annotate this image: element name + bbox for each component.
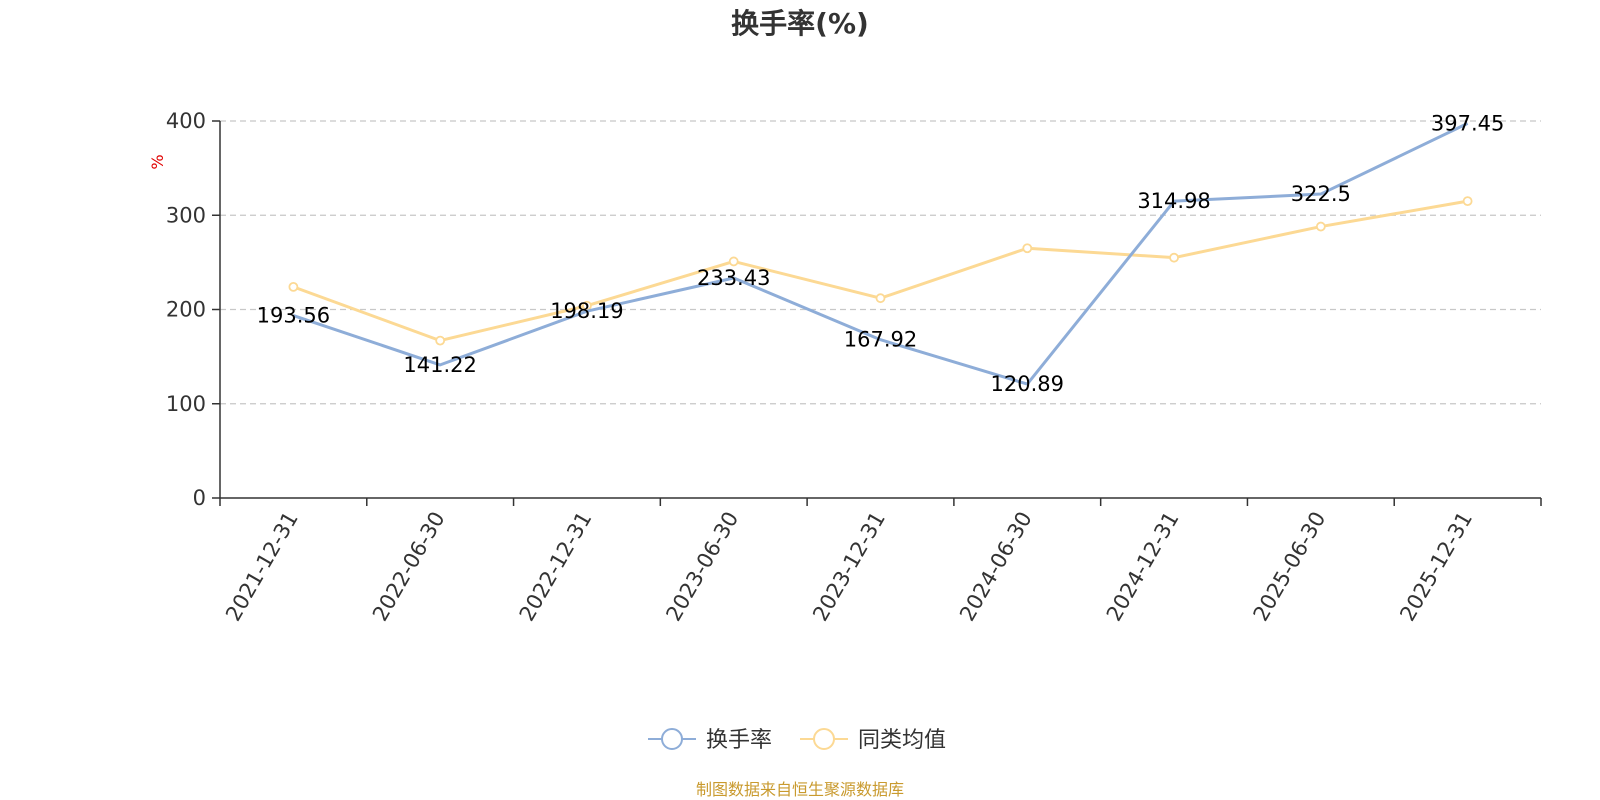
- data-label: 233.43: [697, 266, 770, 290]
- grid-lines: [220, 120, 1541, 405]
- legend[interactable]: 换手率 同类均值: [648, 728, 946, 753]
- legend-item-turnover[interactable]: 换手率: [648, 728, 772, 753]
- x-tick-label: 2023-12-31: [808, 508, 890, 626]
- peer-average-point[interactable]: [875, 293, 886, 304]
- legend-label-turnover: 换手率: [706, 728, 772, 753]
- peer-average-point[interactable]: [1169, 252, 1179, 263]
- peer-average-point[interactable]: [728, 256, 739, 267]
- y-tick-label: 100: [166, 392, 206, 416]
- data-label: 141.22: [403, 353, 476, 377]
- peer-average-point[interactable]: [1315, 221, 1326, 232]
- x-tick-label: 2024-12-31: [1102, 508, 1184, 626]
- peer-average-point[interactable]: [1462, 196, 1473, 207]
- data-label: 193.56: [257, 304, 330, 328]
- x-tick-label: 2025-06-30: [1249, 508, 1331, 626]
- x-tick-label: 2023-06-30: [661, 508, 743, 626]
- series-line-peer-average: [292, 199, 1468, 343]
- x-tick-label: 2022-06-30: [368, 508, 450, 626]
- data-source-note: 制图数据来自恒生聚源数据库: [696, 780, 904, 799]
- legend-label-peer-average: 同类均值: [858, 728, 946, 753]
- y-tick-label: 400: [166, 109, 206, 133]
- x-tick-label: 2021-12-31: [221, 508, 303, 626]
- data-label: 314.98: [1137, 189, 1210, 213]
- y-tick-label: 0: [193, 486, 206, 510]
- data-label: 397.45: [1431, 111, 1504, 135]
- y-tick-label: 200: [166, 298, 206, 322]
- y-tick-label: 300: [166, 203, 206, 227]
- peer-average-point[interactable]: [1022, 243, 1033, 254]
- data-labels: 193.56 141.22 198.19 233.43 167.92 120.89 314.…: [257, 111, 1505, 396]
- legend-marker-turnover: [661, 728, 683, 750]
- legend-item-peer-average[interactable]: 同类均值: [800, 728, 946, 753]
- x-tick-label: 2025-12-31: [1395, 508, 1477, 626]
- data-label: 120.89: [991, 372, 1064, 396]
- data-label: 322.5: [1291, 182, 1351, 206]
- series-line-turnover: [292, 122, 1469, 386]
- x-tick-label: 2024-06-30: [955, 508, 1037, 626]
- data-label: 167.92: [844, 328, 917, 352]
- legend-marker-peer-average: [813, 728, 835, 750]
- series-lines: [288, 122, 1473, 386]
- y-axis-unit: %: [148, 154, 167, 169]
- chart-title: 换手率(%): [731, 7, 869, 40]
- peer-average-point[interactable]: [288, 281, 299, 292]
- peer-average-point[interactable]: [435, 335, 446, 346]
- x-tick-label: 2022-12-31: [515, 508, 597, 626]
- data-label: 198.19: [550, 299, 623, 323]
